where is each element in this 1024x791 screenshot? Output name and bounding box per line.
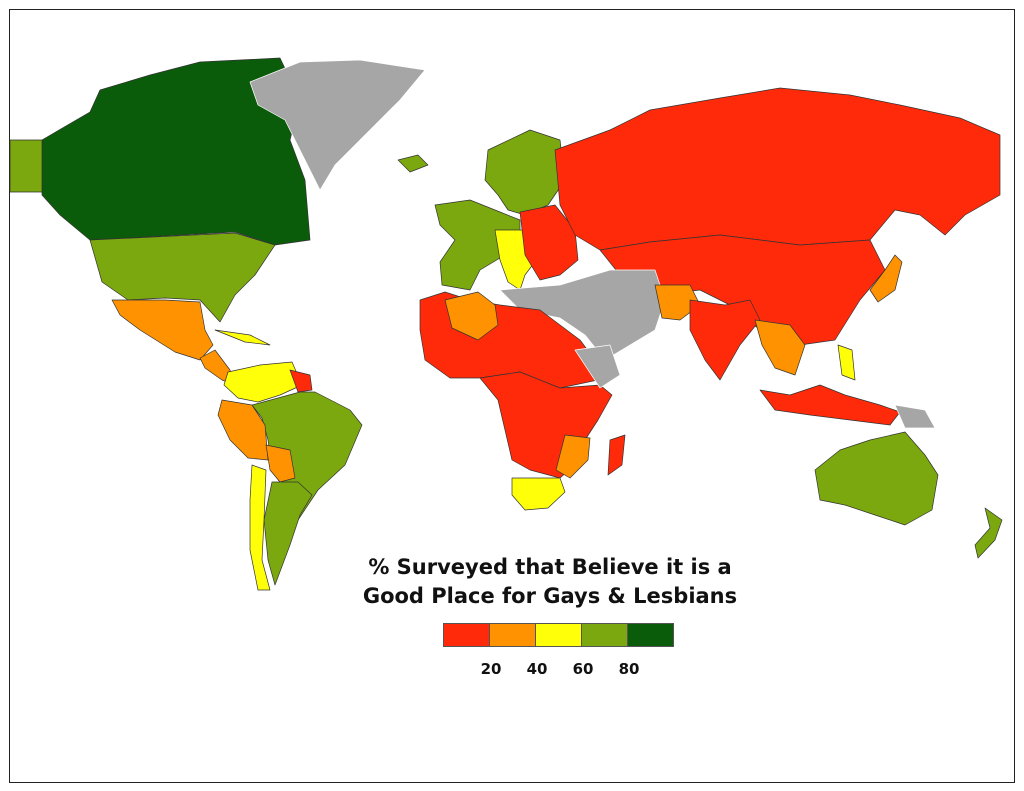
- region-horn-of-africa: [574, 344, 621, 389]
- region-middle-east: [499, 269, 666, 361]
- region-new-zealand: [974, 507, 1003, 559]
- legend-swatch-1: [490, 624, 536, 646]
- map-frame: [9, 9, 1015, 783]
- region-colombia-venezuela: [223, 361, 303, 403]
- legend-title-line-2: Good Place for Gays & Lesbians: [362, 584, 738, 608]
- legend-swatch-3: [582, 624, 628, 646]
- region-mexico: [111, 299, 214, 361]
- legend-title: % Surveyed that Believe it is a Good Pla…: [340, 553, 760, 611]
- region-japan: [869, 254, 903, 303]
- region-southeast-asia: [754, 319, 806, 376]
- region-canada: [41, 57, 311, 246]
- region-sub-saharan-africa: [479, 371, 613, 479]
- legend-swatch-2: [536, 624, 582, 646]
- legend-tick-label: 20: [480, 660, 502, 678]
- region-papua: [894, 404, 936, 429]
- region-iceland: [397, 154, 429, 173]
- region-scandinavia: [484, 129, 566, 216]
- region-australia: [814, 431, 939, 526]
- region-southern-africa: [555, 434, 591, 479]
- region-eastern-europe: [519, 204, 579, 281]
- region-algeria: [444, 291, 499, 341]
- region-western-europe: [434, 199, 521, 291]
- region-peru-ecuador: [217, 399, 269, 461]
- legend-swatch-4: [628, 624, 673, 646]
- region-south-africa: [511, 477, 566, 511]
- region-guianas: [289, 369, 313, 393]
- legend-tick-label: 60: [572, 660, 594, 678]
- legend-swatch-0: [444, 624, 490, 646]
- region-argentina-uruguay: [263, 481, 313, 586]
- region-alaska: [9, 139, 43, 193]
- region-indonesia-malaysia: [759, 384, 901, 426]
- region-india: [689, 299, 761, 381]
- region-bolivia: [265, 444, 296, 483]
- region-usa: [89, 232, 276, 323]
- legend-title-line-1: % Surveyed that Believe it is a: [368, 555, 732, 579]
- legend-color-scale: [443, 623, 674, 647]
- legend-tick-label: 40: [526, 660, 548, 678]
- region-madagascar: [607, 434, 626, 476]
- region-greenland: [249, 59, 426, 191]
- region-philippines: [837, 344, 856, 381]
- region-caribbean: [214, 329, 271, 346]
- region-brazil: [251, 391, 363, 521]
- region-russia: [554, 87, 1001, 251]
- legend-tick-label: 80: [618, 660, 640, 678]
- region-chile: [249, 464, 271, 591]
